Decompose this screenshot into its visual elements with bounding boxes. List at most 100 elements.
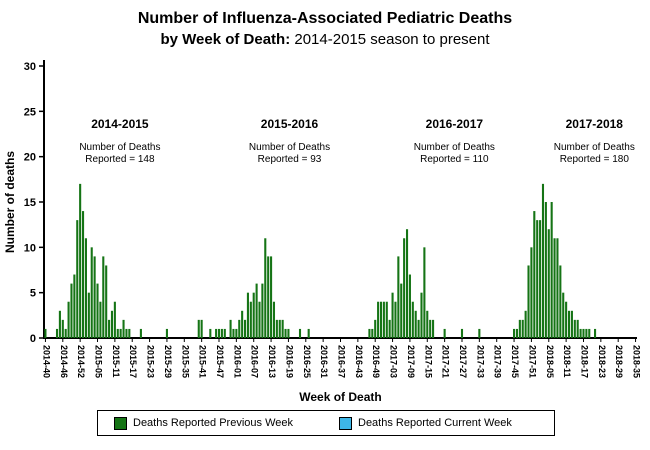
bar <box>400 283 403 338</box>
bar <box>368 328 371 338</box>
x-tick-label: 2015-41 <box>198 345 208 378</box>
bar <box>99 301 102 338</box>
bar <box>394 301 397 338</box>
bar <box>119 328 122 338</box>
bar <box>105 265 108 338</box>
bar <box>284 328 287 338</box>
legend-swatch-current-week-icon <box>339 416 352 430</box>
bar <box>397 256 400 338</box>
x-tick-label: 2015-29 <box>163 345 173 378</box>
bar <box>223 328 226 338</box>
bar <box>553 238 556 338</box>
x-axis-title: Week of Death <box>299 390 381 404</box>
bar <box>108 319 111 338</box>
x-tick-label: 2016-49 <box>371 345 381 378</box>
bar <box>116 328 119 338</box>
bar <box>377 301 380 338</box>
bar <box>255 283 258 338</box>
bar <box>235 328 238 338</box>
bar <box>414 310 417 338</box>
bar <box>521 319 524 338</box>
bar <box>261 283 264 338</box>
x-tick-label: 2018-05 <box>545 345 555 378</box>
bar <box>246 292 249 338</box>
bar <box>267 256 270 338</box>
bar <box>281 319 284 338</box>
bar <box>515 328 518 338</box>
bar <box>270 256 273 338</box>
bar <box>197 319 200 338</box>
bar <box>96 283 99 338</box>
bar <box>426 310 429 338</box>
bar <box>244 319 247 338</box>
bar <box>556 238 559 338</box>
season-deaths-line1: Number of Deaths <box>554 142 635 153</box>
season-deaths-line2: Reported = 180 <box>560 154 630 165</box>
bar <box>241 310 244 338</box>
x-tick-label: 2016-01 <box>232 345 242 378</box>
legend-label-current-week: Deaths Reported Current Week <box>358 417 512 429</box>
x-tick-label: 2017-45 <box>510 345 520 378</box>
x-tick-label: 2015-47 <box>215 345 225 378</box>
bar <box>550 202 553 338</box>
season-deaths-line2: Reported = 148 <box>85 154 155 165</box>
chart-title-line2-bold: by Week of Death: <box>160 31 291 48</box>
bar <box>90 247 93 338</box>
bar <box>533 211 536 338</box>
x-tick-label: 2018-35 <box>632 345 642 378</box>
bar <box>113 301 116 338</box>
x-tick-label: 2017-51 <box>527 345 537 378</box>
bar <box>122 319 125 338</box>
chart-title-line2: by Week of Death: 2014-2015 season to pr… <box>0 29 650 50</box>
legend-item-current-week: Deaths Reported Current Week <box>339 416 512 430</box>
bar <box>582 328 585 338</box>
bar <box>87 292 90 338</box>
bar <box>70 283 73 338</box>
bar <box>594 328 597 338</box>
bar <box>76 220 79 338</box>
bar <box>585 328 588 338</box>
x-tick-label: 2015-23 <box>146 345 156 378</box>
x-tick-label: 2016-37 <box>337 345 347 378</box>
season-deaths-line1: Number of Deaths <box>249 142 330 153</box>
legend-label-previous-week: Deaths Reported Previous Week <box>133 417 293 429</box>
x-tick-label: 2015-35 <box>180 345 190 378</box>
y-tick-label: 15 <box>24 197 36 209</box>
bar <box>229 319 232 338</box>
bar <box>513 328 516 338</box>
chart-title: Number of Influenza-Associated Pediatric… <box>0 8 650 50</box>
bar <box>275 319 278 338</box>
x-tick-label: 2014-46 <box>59 345 69 378</box>
x-tick-label: 2018-11 <box>562 345 572 378</box>
x-tick-label: 2017-09 <box>406 345 416 378</box>
bar <box>559 265 562 338</box>
bar <box>165 328 168 338</box>
bar <box>258 301 261 338</box>
bar <box>579 328 582 338</box>
y-tick-label: 30 <box>24 61 36 73</box>
bar <box>93 256 96 338</box>
bar <box>565 301 568 338</box>
bar <box>61 319 64 338</box>
bar <box>82 211 85 338</box>
bar <box>544 202 547 338</box>
y-tick-label: 20 <box>24 152 36 164</box>
bar <box>403 238 406 338</box>
bar <box>110 310 114 338</box>
bar <box>67 301 70 338</box>
bar <box>547 229 550 338</box>
x-tick-label: 2015-17 <box>128 345 138 378</box>
bar <box>73 274 76 338</box>
x-tick-label: 2018-17 <box>579 345 589 378</box>
season-deaths-line2: Reported = 110 <box>420 154 489 165</box>
bar <box>562 292 565 338</box>
bar <box>388 319 391 338</box>
x-tick-label: 2016-19 <box>284 345 294 378</box>
bar <box>573 319 576 338</box>
bar <box>417 319 420 338</box>
bar <box>536 220 539 338</box>
bar <box>128 328 131 338</box>
season-label: 2016-2017 <box>426 117 484 131</box>
bar <box>527 265 530 338</box>
bar <box>287 328 290 338</box>
